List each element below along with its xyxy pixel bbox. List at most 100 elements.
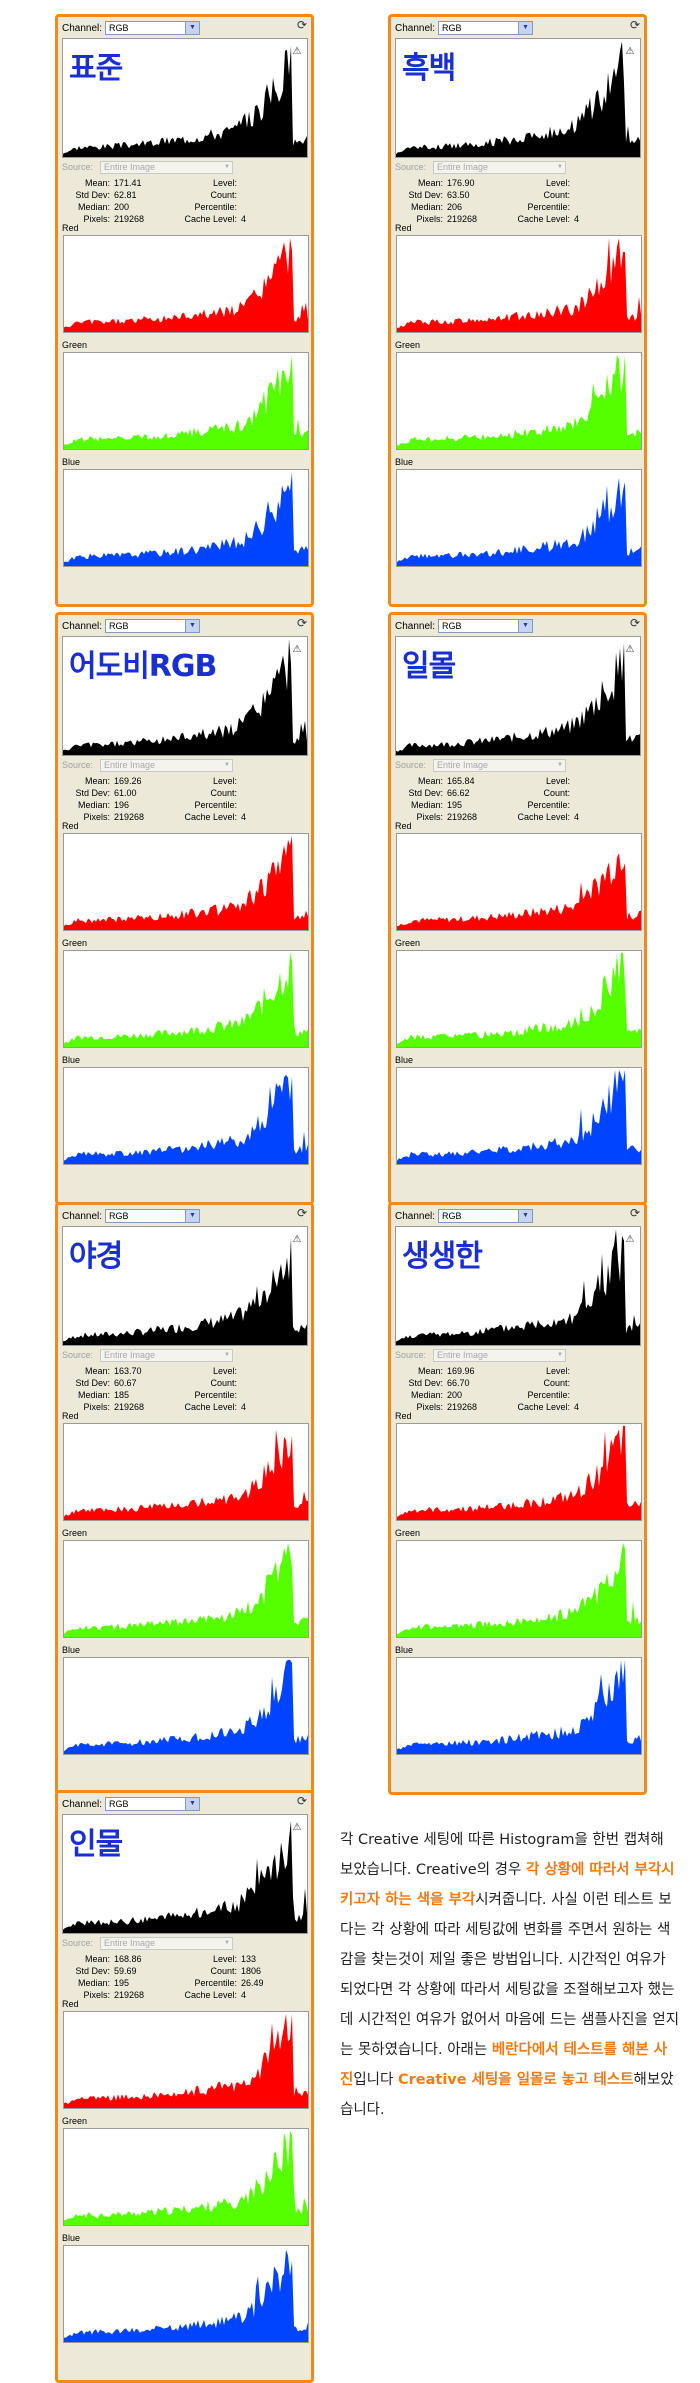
count-label: Count:: [543, 788, 570, 798]
median-label: Median:: [77, 202, 110, 212]
chevron-down-icon[interactable]: ▼: [518, 22, 532, 34]
blue-histogram-graph: [64, 1659, 308, 1754]
channel-select[interactable]: RGB ▼: [105, 1209, 200, 1223]
refresh-icon[interactable]: ⟳: [296, 18, 308, 32]
channel-value: RGB: [442, 621, 462, 631]
channel-row: Channel: RGB ▼: [395, 1209, 640, 1225]
warning-icon[interactable]: ⚠: [292, 1822, 302, 1833]
refresh-icon[interactable]: ⟳: [296, 1794, 308, 1808]
blue-histogram-fill: [397, 1659, 641, 1754]
blue-histogram-fill: [64, 1659, 308, 1754]
blue-histogram-fill: [397, 1069, 641, 1164]
source-select[interactable]: Entire Image ▼: [100, 759, 233, 772]
source-select[interactable]: Entire Image ▼: [100, 1937, 233, 1950]
channel-row: Channel: RGB ▼: [62, 21, 307, 37]
channel-select[interactable]: RGB ▼: [105, 21, 200, 35]
mean-value: 163.70: [114, 1366, 142, 1376]
blue-channel-label: Blue: [395, 1055, 414, 1065]
luminosity-histogram: 흑백 ⚠: [395, 38, 641, 158]
source-select[interactable]: Entire Image ▼: [100, 161, 233, 174]
desc-part-2: 시켜줍니다. 사실 이런 테스트 보다는 각 상황에 따라 세팅값에 변화를 주…: [340, 1892, 680, 2058]
refresh-icon[interactable]: ⟳: [629, 18, 641, 32]
statistics: Mean: 176.90 Std Dev: 63.50 Median: 206 Pixels…: [395, 177, 640, 241]
std-dev-label: Std Dev:: [408, 1378, 443, 1388]
source-select[interactable]: Entire Image ▼: [433, 161, 566, 174]
source-row: Source: Entire Image ▼: [395, 759, 640, 773]
channel-label: Channel:: [395, 1211, 436, 1222]
green-histogram-graph: [397, 354, 641, 449]
count-label: Count:: [543, 1378, 570, 1388]
green-histogram-graph: [64, 1542, 308, 1637]
luminosity-histogram: 생생한 ⚠: [395, 1226, 641, 1346]
channel-select[interactable]: RGB ▼: [105, 1797, 200, 1811]
warning-icon[interactable]: ⚠: [292, 644, 302, 655]
source-row: Source: Entire Image ▼: [62, 1937, 307, 1951]
green-histogram-graph: [397, 952, 641, 1047]
chevron-down-icon[interactable]: ▼: [518, 620, 532, 632]
chevron-down-icon[interactable]: ▼: [185, 22, 199, 34]
source-value: Entire Image: [437, 162, 489, 172]
green-channel-label: Green: [62, 340, 88, 350]
channel-value: RGB: [109, 23, 129, 33]
count-label: Count:: [210, 788, 237, 798]
red-histogram-fill: [397, 1425, 641, 1520]
pixels-label: Pixels:: [83, 1402, 110, 1412]
source-select[interactable]: Entire Image ▼: [433, 759, 566, 772]
warning-icon[interactable]: ⚠: [625, 1234, 635, 1245]
source-select[interactable]: Entire Image ▼: [433, 1349, 566, 1362]
green-channel-histogram: [63, 950, 309, 1048]
level-label: Level:: [212, 1954, 237, 1964]
green-histogram-graph: [64, 952, 308, 1047]
histogram-panel: Channel: RGB ▼ ⟳ 표준 ⚠ Source: Entire Image ▼ Mean…: [55, 14, 314, 607]
level-label: Level:: [212, 1366, 237, 1376]
pixels-value: 219268: [447, 214, 478, 224]
warning-icon[interactable]: ⚠: [292, 46, 302, 57]
source-select[interactable]: Entire Image ▼: [100, 1349, 233, 1362]
blue-channel-histogram: [396, 1067, 642, 1165]
warning-icon[interactable]: ⚠: [292, 1234, 302, 1245]
green-channel-label: Green: [395, 340, 421, 350]
warning-icon[interactable]: ⚠: [625, 644, 635, 655]
refresh-icon[interactable]: ⟳: [296, 1206, 308, 1220]
red-histogram-graph: [64, 835, 308, 930]
statistics: Mean: 168.86 Std Dev: 59.69 Median: 195 Pixels…: [62, 1953, 307, 2017]
chevron-down-icon[interactable]: ▼: [185, 1798, 199, 1810]
std-dev-value: 63.50: [447, 190, 470, 200]
median-label: Median:: [77, 1390, 110, 1400]
channel-select[interactable]: RGB ▼: [105, 619, 200, 633]
std-dev-value: 60.67: [114, 1378, 137, 1388]
channel-row: Channel: RGB ▼: [395, 619, 640, 635]
source-label: Source:: [395, 760, 427, 770]
blue-histogram-graph: [64, 1074, 308, 1164]
green-channel-histogram: [63, 1540, 309, 1638]
channel-select[interactable]: RGB ▼: [438, 1209, 533, 1223]
chevron-down-icon[interactable]: ▼: [518, 1210, 532, 1222]
cache-level-value: 4: [574, 1402, 580, 1412]
channel-select[interactable]: RGB ▼: [438, 619, 533, 633]
mean-label: Mean:: [84, 776, 110, 786]
std-dev-label: Std Dev:: [75, 1966, 110, 1976]
red-histogram-graph: [64, 237, 308, 332]
desc-part-1: 각 Creative 세팅에 따른 Histogram을 한번 캡쳐해 보았습니…: [340, 1832, 664, 1878]
histogram-panel: Channel: RGB ▼ ⟳ 어도비RGB ⚠ Source: Entire Image ▼…: [55, 612, 314, 1205]
percentile-label: Percentile:: [527, 800, 570, 810]
histogram-panel: Channel: RGB ▼ ⟳ 일몰 ⚠ Source: Entire Image ▼ Mean…: [388, 612, 647, 1205]
refresh-icon[interactable]: ⟳: [629, 1206, 641, 1220]
source-label: Source:: [62, 1350, 94, 1360]
channel-row: Channel: RGB ▼: [62, 1797, 307, 1813]
green-histogram-fill: [64, 952, 308, 1047]
red-channel-label: Red: [62, 223, 79, 233]
red-channel-label: Red: [395, 821, 412, 831]
refresh-icon[interactable]: ⟳: [296, 616, 308, 630]
green-histogram-fill: [397, 952, 641, 1047]
refresh-icon[interactable]: ⟳: [629, 616, 641, 630]
luminosity-histogram-graph: [396, 1229, 640, 1345]
chevron-down-icon[interactable]: ▼: [185, 620, 199, 632]
luminosity-histogram-fill: [396, 41, 640, 157]
warning-icon[interactable]: ⚠: [625, 46, 635, 57]
channel-select[interactable]: RGB ▼: [438, 21, 533, 35]
chevron-down-icon[interactable]: ▼: [185, 1210, 199, 1222]
luminosity-histogram-graph: [63, 1237, 307, 1345]
channel-value: RGB: [109, 621, 129, 631]
chevron-down-icon: ▼: [224, 164, 230, 170]
